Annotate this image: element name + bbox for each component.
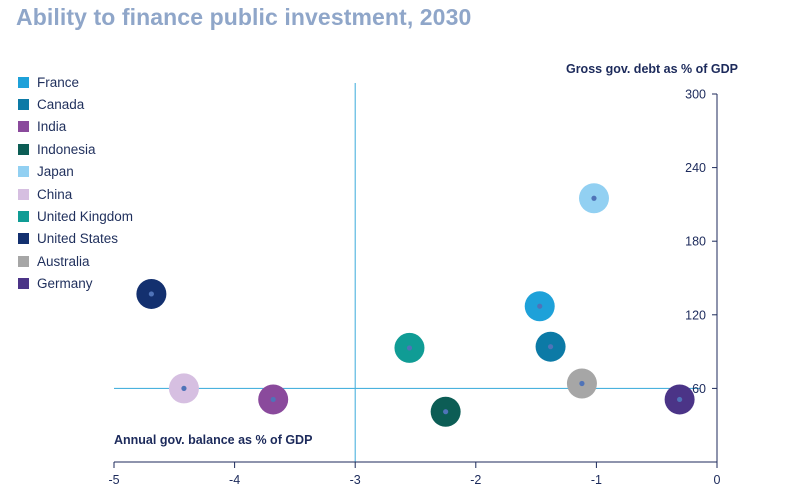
data-point-center bbox=[148, 291, 154, 297]
legend-item: India bbox=[18, 116, 133, 138]
x-tick-label: -3 bbox=[350, 473, 361, 487]
data-point-center bbox=[537, 303, 543, 309]
legend-label: Canada bbox=[37, 97, 85, 113]
data-point-center bbox=[547, 344, 554, 350]
legend-label: United Kingdom bbox=[37, 209, 134, 225]
legend-label: Japan bbox=[37, 164, 74, 180]
legend-item: Australia bbox=[18, 250, 133, 272]
legend-swatch bbox=[18, 99, 29, 111]
y-tick-label: 300 bbox=[685, 88, 706, 102]
legend-item: United Kingdom bbox=[18, 205, 133, 227]
x-tick-label: -4 bbox=[229, 473, 240, 487]
y-tick-label: 120 bbox=[685, 308, 706, 322]
legend-label: India bbox=[37, 119, 67, 135]
legend-swatch bbox=[18, 255, 29, 267]
legend-label: Germany bbox=[37, 276, 93, 292]
legend-swatch bbox=[18, 188, 29, 200]
legend: France Canada India Indonesia Japan China Unit… bbox=[18, 71, 133, 295]
legend-swatch bbox=[18, 76, 29, 88]
legend-item: Germany bbox=[18, 273, 133, 295]
legend-swatch bbox=[18, 211, 29, 223]
data-point-center bbox=[406, 345, 413, 351]
legend-label: United States bbox=[37, 231, 119, 247]
y-tick-label: 180 bbox=[685, 235, 706, 249]
legend-swatch bbox=[18, 166, 29, 178]
data-point-center bbox=[591, 195, 597, 201]
legend-label: Indonesia bbox=[37, 141, 96, 157]
data-point-center bbox=[270, 396, 276, 403]
x-tick-label: -1 bbox=[591, 473, 602, 487]
legend-item: France bbox=[18, 71, 133, 93]
data-point-center bbox=[443, 409, 449, 415]
legend-swatch bbox=[18, 233, 29, 245]
legend-label: Australia bbox=[37, 253, 90, 269]
y-tick-label: 240 bbox=[685, 161, 706, 175]
y-axis-title: Gross gov. debt as % of GDP bbox=[566, 62, 738, 76]
legend-item: Canada bbox=[18, 93, 133, 115]
legend-swatch bbox=[18, 121, 29, 133]
data-point-center bbox=[677, 396, 683, 403]
legend-swatch bbox=[18, 278, 29, 290]
legend-swatch bbox=[18, 143, 29, 155]
legend-item: China bbox=[18, 183, 133, 205]
legend-item: Indonesia bbox=[18, 138, 133, 160]
data-point-center bbox=[579, 380, 585, 387]
legend-label: China bbox=[37, 186, 73, 202]
data-point-center bbox=[181, 385, 187, 391]
chart-title: Ability to finance public investment, 20… bbox=[16, 4, 472, 30]
legend-label: France bbox=[37, 74, 80, 90]
x-axis-title: Annual gov. balance as % of GDP bbox=[114, 433, 312, 447]
y-tick-label: 60 bbox=[692, 382, 706, 396]
x-tick-label: -2 bbox=[470, 473, 481, 487]
legend-item: United States bbox=[18, 228, 133, 250]
legend-item: Japan bbox=[18, 161, 133, 183]
x-tick-label: 0 bbox=[714, 473, 721, 487]
x-tick-label: -5 bbox=[108, 473, 119, 487]
